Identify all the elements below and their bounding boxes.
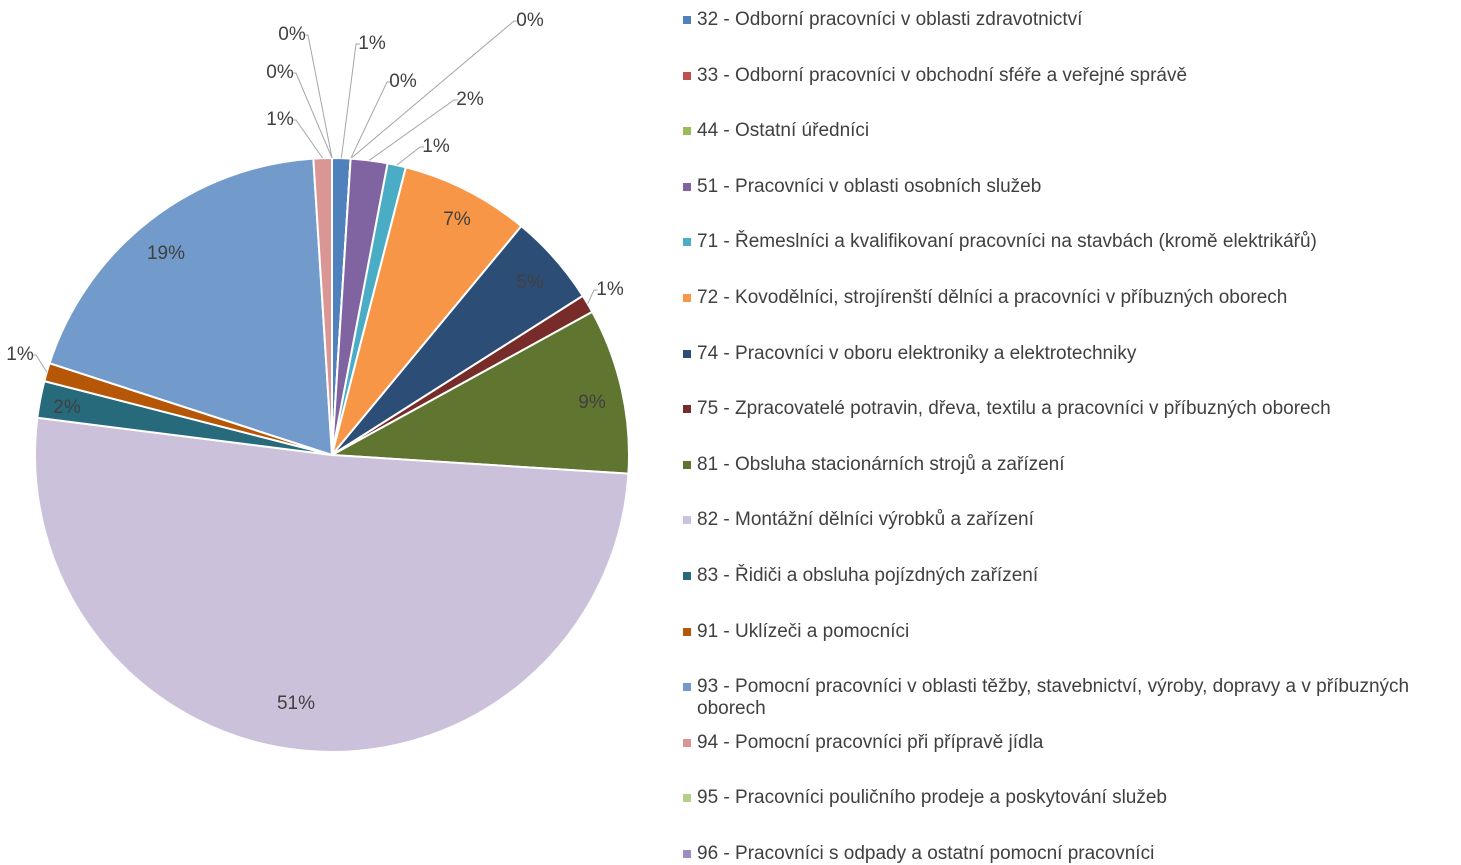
leader-line <box>350 81 391 159</box>
legend-label: 75 - Zpracovatelé potravin, dřeva, texti… <box>697 398 1331 420</box>
legend-item: 81 - Obsluha stacionárních strojů a zaří… <box>683 454 1453 476</box>
legend-swatch <box>683 794 691 803</box>
legend-item: 75 - Zpracovatelé potravin, dřeva, texti… <box>683 398 1453 420</box>
legend-item: 72 - Kovodělníci, strojírenští dělníci a… <box>683 287 1453 309</box>
legend-item: 44 - Ostatní úředníci <box>683 120 1453 142</box>
pie-slice <box>34 416 630 753</box>
data-label: 5% <box>516 272 544 293</box>
legend-swatch <box>683 738 691 747</box>
data-label: 0% <box>278 24 306 45</box>
legend-label: 83 - Řidiči a obsluha pojízdných zařízen… <box>697 565 1039 586</box>
data-label: 1% <box>422 136 450 157</box>
legend-swatch <box>683 516 691 525</box>
data-label: 0% <box>389 71 417 92</box>
legend-swatch <box>683 627 691 636</box>
legend-item: 96 - Pracovníci s odpady a ostatní pomoc… <box>683 843 1453 865</box>
data-label: 7% <box>443 209 471 230</box>
legend-item: 93 - Pomocní pracovníci v oblasti těžby,… <box>683 676 1453 720</box>
legend-swatch <box>683 349 691 358</box>
leader-line <box>350 20 518 159</box>
leader-line <box>368 99 458 161</box>
legend-swatch <box>683 238 691 247</box>
pie-slice <box>331 166 523 456</box>
legend-swatch <box>683 850 691 858</box>
legend-swatch <box>683 127 691 136</box>
legend-item: 74 - Pracovníci v oboru elektroniky a el… <box>683 343 1453 365</box>
legend-label: 71 - Řemeslníci a kvalifikovaní pracovní… <box>697 231 1317 253</box>
legend-item: 32 - Odborní pracovníci v oblasti zdravo… <box>683 9 1453 31</box>
legend-item: 94 - Pomocní pracovníci při přípravě jíd… <box>683 732 1453 754</box>
leader-line <box>587 289 598 305</box>
legend-label: 81 - Obsluha stacionárních strojů a zaří… <box>697 453 1065 475</box>
legend-item: 82 - Montážní dělníci výrobků a zařízení <box>683 509 1453 531</box>
data-label: 1% <box>266 109 294 130</box>
legend-label: 32 - Odborní pracovníci v oblasti zdravo… <box>697 9 1083 30</box>
data-label: 1% <box>358 33 386 54</box>
legend-item: 33 - Odborní pracovníci v obchodní sféře… <box>683 65 1453 87</box>
legend-label: 74 - Pracovníci v oboru elektroniky a el… <box>697 342 1137 364</box>
data-label: 1% <box>6 344 34 365</box>
pie-slice <box>48 157 334 457</box>
data-label: 2% <box>456 89 484 110</box>
legend-swatch <box>683 683 691 692</box>
legend-item: 71 - Řemeslníci a kvalifikovaní pracovní… <box>683 231 1453 253</box>
leader-line <box>32 354 48 373</box>
legend-swatch <box>683 572 691 580</box>
data-label: 19% <box>147 243 185 264</box>
leader-line <box>396 146 424 166</box>
data-label: 0% <box>266 62 294 83</box>
legend-label: 93 - Pomocní pracovníci v oblasti těžby,… <box>697 676 1410 720</box>
chart: 1%0%0%2%1%7%5% 1%9%51%2%1%19%1%0%0% <box>6 10 630 753</box>
legend-label: 94 - Pomocní pracovníci při přípravě jíd… <box>697 731 1044 753</box>
legend-item: 83 - Řidiči a obsluha pojízdných zařízen… <box>683 565 1453 587</box>
legend-label: 96 - Pracovníci s odpady a ostatní pomoc… <box>697 843 1155 864</box>
legend-label: 82 - Montážní dělníci výrobků a zařízení <box>697 509 1034 531</box>
data-label: 51% <box>277 693 315 714</box>
data-label: 1% <box>596 279 624 300</box>
legend-label: 72 - Kovodělníci, strojírenští dělníci a… <box>697 287 1288 308</box>
pie-slice <box>328 310 630 475</box>
legend-swatch <box>683 460 691 469</box>
legend-item: 51 - Pracovníci v oblasti osobních služe… <box>683 176 1453 198</box>
legend-item: 91 - Uklízeči a pomocníci <box>683 621 1453 643</box>
legend-swatch <box>683 294 691 302</box>
leader-line <box>292 119 324 159</box>
data-label: 9% <box>578 392 606 413</box>
legend-swatch <box>683 405 691 414</box>
legend-label: 91 - Uklízeči a pomocníci <box>697 620 910 642</box>
leader-line <box>292 72 333 159</box>
leader-line <box>304 34 333 159</box>
legend-swatch <box>683 71 691 80</box>
legend-swatch <box>683 16 691 24</box>
data-label: 0% <box>516 10 544 31</box>
legend-label: 44 - Ostatní úředníci <box>697 120 870 142</box>
leader-line <box>340 43 360 159</box>
legend-item: 95 - Pracovníci pouličního prodeje a pos… <box>683 787 1453 809</box>
legend-swatch <box>683 182 691 191</box>
legend-label: 51 - Pracovníci v oblasti osobních služe… <box>697 175 1042 197</box>
legend-label: 33 - Odborní pracovníci v obchodní sféře… <box>697 64 1188 86</box>
legend-label: 95 - Pracovníci pouličního prodeje a pos… <box>697 787 1167 809</box>
data-label: 2% <box>53 397 81 418</box>
